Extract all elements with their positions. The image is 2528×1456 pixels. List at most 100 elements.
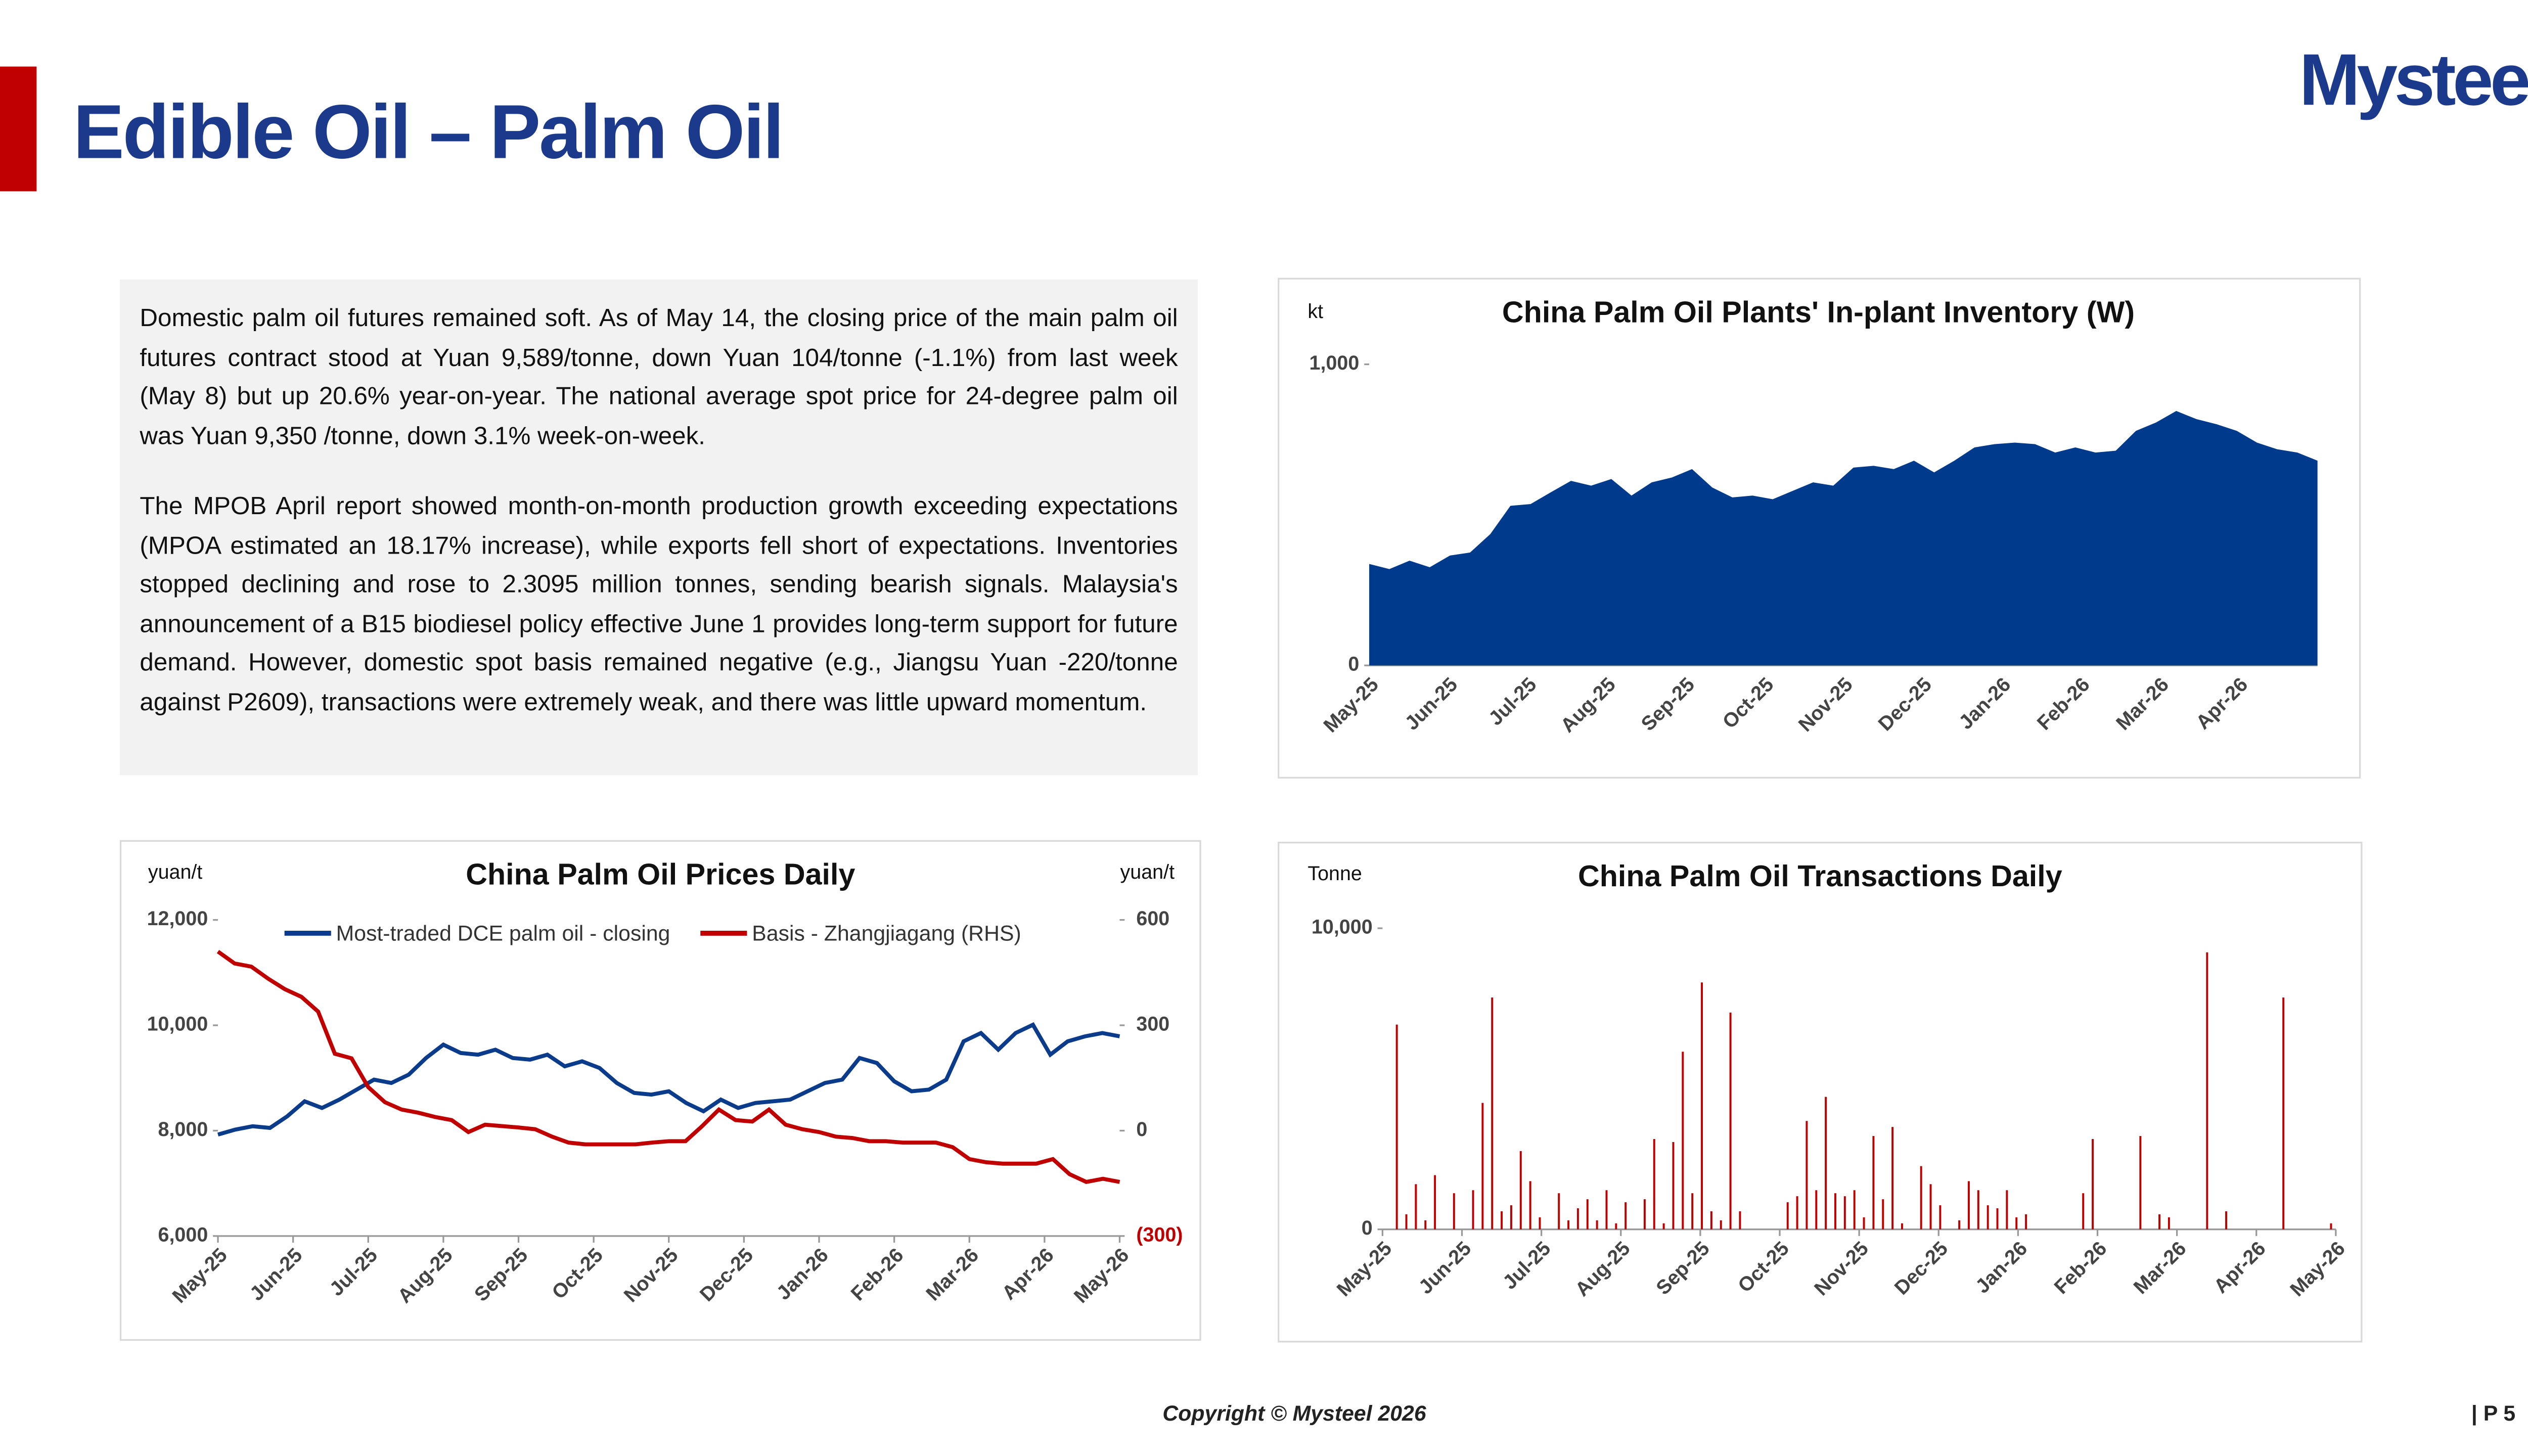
y2-tick-label: 600 [1136,907,1169,930]
y-tick-label: 12,000 [147,907,208,930]
x-tick-label: Nov-25 [1810,1237,1873,1300]
paragraph: Domestic palm oil futures remained soft.… [140,304,1178,450]
bar [1501,1211,1503,1230]
y-tick-label: 8,000 [158,1118,208,1141]
x-tick-label: Jul-25 [1484,673,1541,730]
line [216,949,1120,1184]
bar [1691,1193,1694,1230]
x-tick-label: May-25 [168,1244,232,1307]
bar [1395,1024,1398,1230]
chart-panel: China Palm Oil Prices Daily yuan/t yuan/t 6… [119,840,1201,1341]
bar [1596,1220,1598,1230]
y2-axis-label: yuan/t [1120,861,1175,883]
x-tick-label: Jul-25 [325,1244,382,1300]
x-tick-label: Jun-25 [1401,673,1462,735]
bar [1882,1199,1884,1230]
bar [1701,982,1703,1230]
bar [1510,1205,1512,1230]
bar [1481,1103,1484,1230]
text-box: Domestic palm oil futures remained soft.… [119,279,1198,776]
y-tick-label: 1,000 [1310,352,1360,374]
x-tick-label: May-25 [1333,1237,1396,1301]
bar [1662,1223,1665,1230]
chart: China Palm Oil Transactions Daily Tonne 0 1… [1307,859,2350,1301]
x-tick-label: Apr-26 [2192,673,2252,734]
y-axis-label: yuan/t [148,861,203,883]
bar [1567,1220,1570,1230]
chart-panel: China Palm Oil Transactions Daily Tonne 0 1… [1278,841,2363,1343]
x-tick-label: Nov-25 [620,1244,683,1306]
bar [1843,1196,1846,1230]
bar [1939,1205,1942,1230]
bar [1872,1136,1875,1230]
bar [1996,1208,1999,1230]
x-tick-label: Aug-25 [1556,673,1620,737]
bar [1529,1181,1531,1230]
accent-bar [0,66,37,192]
bar [1977,1190,1979,1230]
paragraph: The MPOB April report showed month-on-mo… [140,492,1178,716]
line [217,1022,1120,1136]
y-tick-label: 6,000 [158,1223,208,1246]
x-tick-label: Feb-26 [2050,1237,2111,1298]
x-tick-label: Jan-26 [1955,673,2015,734]
bar [1739,1211,1741,1230]
bar [1653,1139,1655,1230]
x-tick-label: Mar-26 [2129,1237,2190,1298]
bar [1796,1196,1798,1230]
legend-label: Basis - Zhangjiagang (RHS) [752,922,1021,946]
bar [2225,1211,2228,1230]
bar [1558,1193,1560,1230]
x-tick-label: May-26 [2286,1237,2350,1301]
x-tick-label: May-25 [1319,673,1383,737]
bar [2206,952,2208,1230]
x-tick-label: Feb-26 [2033,673,2094,735]
x-tick-label: Jan-26 [772,1244,833,1304]
bar [1539,1217,1541,1230]
x-tick-label: Aug-25 [1571,1237,1635,1301]
x-tick-label: Apr-26 [998,1244,1058,1304]
bar [1586,1199,1589,1230]
chart-title: China Palm Oil Transactions Daily [1578,859,2062,893]
legend-label: Most-traded DCE palm oil - closing [336,922,670,946]
bar [2015,1217,2018,1230]
bar [1805,1121,1808,1230]
bar [2092,1139,2094,1230]
bar [2330,1223,2332,1230]
x-tick-label: Oct-25 [1734,1237,1793,1297]
chart-title: China Palm Oil Prices Daily [466,857,855,891]
x-tick-label: Aug-25 [393,1244,457,1307]
chart: China Palm Oil Plants' In-plant Inventor… [1307,295,2318,737]
bar [1710,1211,1712,1230]
bar [1605,1190,1608,1230]
x-tick-label: Nov-25 [1794,673,1857,736]
bar [1853,1190,1856,1230]
x-tick-label: May-26 [1070,1244,1134,1307]
bar [1815,1190,1818,1230]
slide-title: Edible Oil – Palm Oil [73,88,784,175]
logo: Mysteel [2299,39,2528,122]
bar [1472,1190,1474,1230]
bar [1901,1223,1903,1230]
y2-tick-label: 0 [1136,1118,1147,1141]
x-tick-label: Sep-25 [470,1244,532,1306]
y-axis-label: kt [1307,300,1323,323]
x-tick-label: Oct-25 [548,1244,607,1303]
x-tick-label: Dec-25 [1874,673,1936,736]
bar [1415,1184,1417,1230]
bar [1929,1184,1932,1230]
bar [1682,1052,1684,1230]
bar [2158,1214,2161,1230]
chart-title: China Palm Oil Plants' In-plant Inventor… [1502,295,2135,329]
area [1369,411,2318,666]
bar [1434,1175,1436,1230]
page-number: | P 5 [2471,1400,2516,1426]
x-tick-label: Jul-25 [1499,1237,1555,1294]
bar [1424,1220,1427,1230]
bar [2082,1193,2085,1230]
x-tick-label: Feb-26 [846,1244,908,1305]
bar [2139,1136,2142,1230]
bar [1405,1214,1408,1230]
bar [1720,1220,1722,1230]
